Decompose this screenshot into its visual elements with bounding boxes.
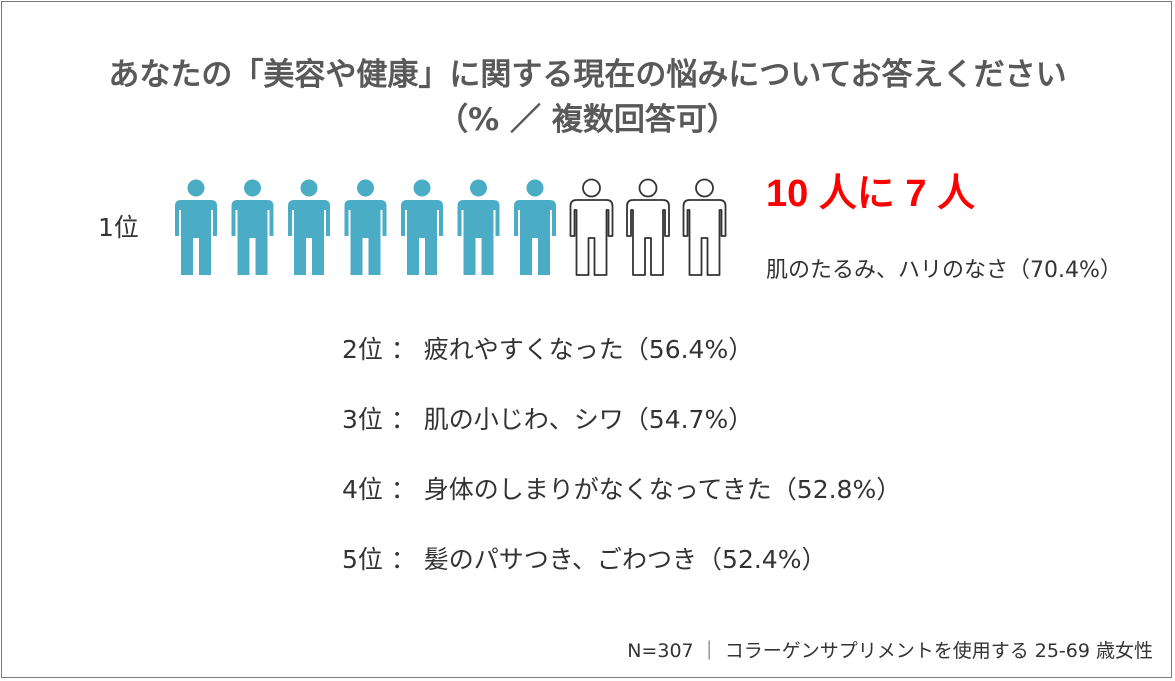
rank1-label: 1位	[98, 213, 139, 242]
person-filled-icon	[175, 179, 217, 275]
pictogram	[175, 178, 727, 276]
rank1-text: 肌のたるみ、ハリのなさ（70.4%）	[766, 258, 1122, 283]
rank-row-2: 2位 ： 疲れやすくなった（56.4%）	[342, 335, 754, 364]
rank-row-5: 5位 ： 髪のパサつき、ごわつき（52.4%）	[342, 545, 827, 574]
rank-row-4: 4位 ： 身体のしまりがなくなってきた（52.8%）	[342, 475, 902, 504]
chart-subtitle: （% ／ 複数回答可）	[437, 102, 738, 138]
chart-title: あなたの「美容や健康」に関する現在の悩みについてお答えください	[108, 57, 1067, 93]
person-filled-icon	[288, 179, 330, 275]
person-filled-icon	[401, 179, 443, 275]
footer-note: N=307 ｜ コラーゲンサプリメントを使用する 25-69 歳女性	[627, 640, 1153, 662]
person-outline-icon	[626, 178, 670, 276]
rank1-headline: 10 人に 7 人	[766, 173, 976, 215]
person-outline-icon	[682, 178, 727, 276]
person-filled-icon	[457, 179, 500, 275]
person-filled-icon	[514, 179, 556, 275]
rank-row-3: 3位 ： 肌の小じわ、シワ（54.7%）	[342, 405, 754, 434]
person-filled-icon	[231, 179, 274, 275]
rank-list: 2位 ： 疲れやすくなった（56.4%） 3位 ： 肌の小じわ、シワ（54.7%…	[342, 330, 901, 610]
person-outline-icon	[569, 178, 614, 276]
person-filled-icon	[344, 179, 387, 275]
